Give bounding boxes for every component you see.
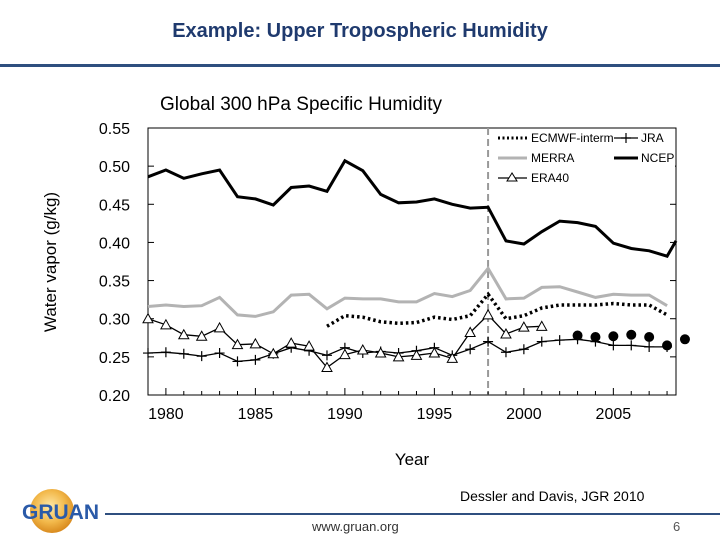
data-point-jra [214,348,225,359]
y-tick-label: 0.50 [99,159,130,176]
data-point-era40 [142,312,154,324]
data-point-dot [644,332,655,343]
series-line-jra [147,338,668,363]
data-point-era40 [177,328,190,340]
data-point-era40 [160,318,172,330]
x-tick-label: 2000 [506,406,542,423]
data-point-jra [483,336,494,347]
page-number: 6 [673,519,681,534]
axis-layer: 0.20 0.25 0.30 0.35 0.40 0.45 0.50 0.55 1980 1985… [99,121,676,423]
data-point-jra [160,347,171,358]
x-tick-label: 1985 [238,406,274,423]
data-point-jra [321,350,332,361]
legend-marker-jra [621,133,631,143]
data-point-era40 [321,361,333,373]
data-point-era40 [374,347,387,358]
footer-url[interactable]: www.gruan.org [312,519,399,534]
globe-icon [30,489,74,533]
y-tick-label: 0.30 [99,312,130,329]
data-point-jra [465,344,476,355]
data-point-era40 [356,343,369,355]
legend-label-era40: ERA40 [531,171,569,185]
data-point-jra [250,354,261,365]
series-layer [142,158,690,373]
x-tick-label: 1995 [417,406,453,423]
data-point-dot [626,329,637,340]
x-tick-label: 1980 [148,406,184,423]
data-point-era40 [249,337,262,349]
legend: ECMWF-interm JRA MERRA NCEP ERA40 [493,131,675,189]
series-line-merra [147,265,668,318]
footer-divider [105,513,720,515]
logo-text: GRUAN [22,501,99,524]
y-tick-label: 0.40 [99,235,130,252]
slide-title: Example: Upper Tropospheric Humidity [172,20,548,42]
y-tick-label: 0.20 [99,388,130,405]
legend-label-jra: JRA [641,131,664,145]
gruan-logo: GRUAN [22,489,99,533]
data-point-dot [608,331,619,342]
data-point-jra [644,341,655,352]
data-point-era40 [500,327,512,339]
data-point-era40 [446,352,459,363]
title-divider [0,64,720,67]
citation: Dessler and Davis, JGR 2010 [460,488,645,504]
x-tick-label: 1990 [327,406,363,423]
x-axis-label: Year [395,450,430,469]
data-point-jra [500,347,511,358]
data-point-era40 [339,348,351,360]
data-point-era40 [464,326,477,337]
data-point-era40 [482,308,494,320]
legend-marker-era40 [506,172,518,182]
data-point-jra [608,340,619,351]
data-point-era40 [410,349,423,360]
y-tick-label: 0.45 [99,197,130,214]
legend-label-merra: MERRA [531,151,574,165]
data-point-jra [626,340,637,351]
data-point-jra [143,348,153,359]
data-point-jra [518,344,529,355]
legend-label-ecmwf: ECMWF-interm [531,131,614,145]
data-point-era40 [535,320,548,331]
y-tick-label: 0.25 [99,350,130,367]
y-axis-label: Water vapor (g/kg) [41,192,60,332]
x-tick-label: 2005 [596,406,632,423]
data-point-era40 [303,340,315,351]
data-point-era40 [428,347,441,358]
data-point-era40 [213,321,226,333]
data-point-era40 [195,330,208,341]
data-point-era40 [267,347,280,359]
data-point-era40 [231,338,244,350]
data-point-jra [196,351,207,362]
humidity-chart: Global 300 hPa Specific Humidity 0.20 0.2… [0,80,720,480]
data-point-jra [178,348,189,359]
data-point-era40 [518,321,530,332]
chart-svg: Global 300 hPa Specific Humidity 0.200.2… [41,94,690,469]
series-line-ncep [147,158,678,258]
data-point-era40 [392,350,405,362]
legend-label-ncep: NCEP [641,151,674,165]
data-point-dot [662,340,673,351]
data-point-dot [679,334,690,345]
series-line-era40 [147,313,542,369]
legend-box [493,131,675,189]
data-point-era40 [285,337,298,348]
data-point-jra [232,356,243,367]
y-tick-label: 0.35 [99,274,130,291]
chart-title: Global 300 hPa Specific Humidity [160,94,442,115]
data-point-jra [536,336,547,347]
y-tick-label: 0.55 [99,121,130,138]
data-point-dot [572,330,583,341]
data-point-dot [590,332,601,343]
data-point-jra [554,335,565,346]
plot-frame [147,127,677,396]
